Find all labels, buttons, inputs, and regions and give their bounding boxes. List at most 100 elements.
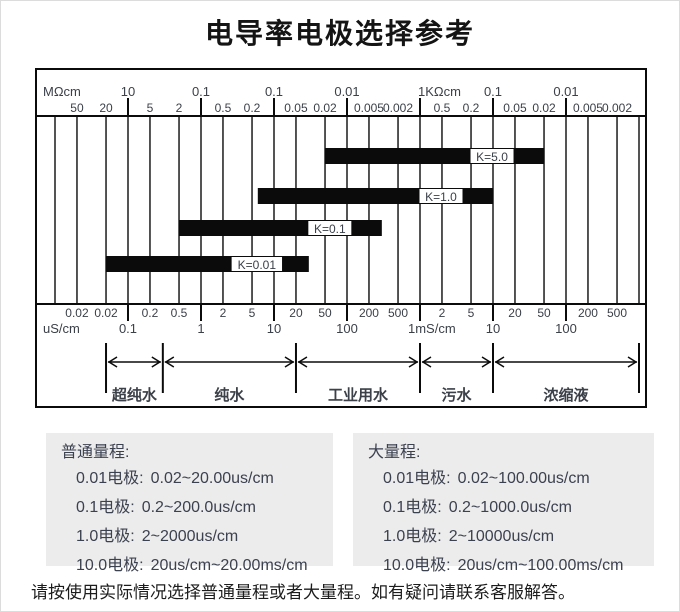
large-range-items: 0.01电极: 0.02~100.00us/cm 0.1电极: 0.2~1000.0u… (368, 464, 654, 580)
bottom-axis-minor-label: 50 (537, 306, 551, 320)
water-section-label: 浓缩液 (543, 386, 589, 404)
bottom-axis-unit-label: uS/cm (43, 321, 80, 336)
range-item: 1.0电极: 2~2000us/cm (76, 522, 333, 551)
range-item: 10.0电极: 20us/cm~100.00ms/cm (383, 551, 654, 580)
range-item-label: 0.1电极: (76, 499, 135, 516)
bottom-axis-major-label: 100 (555, 321, 577, 336)
range-item-value: 0.2~200.0us/cm (141, 499, 256, 516)
bottom-axis-minor-label: 0.02 (94, 306, 118, 320)
range-item-value: 0.2~1000.0us/cm (448, 499, 572, 516)
bottom-axis-major-label: 10 (267, 321, 281, 336)
arrow-right-icon (481, 356, 492, 368)
bottom-axis-minor-label: 200 (359, 306, 379, 320)
bottom-axis-minor-label: 2 (439, 306, 446, 320)
top-axis-minor-label: 0.02 (313, 101, 337, 115)
top-axis-minor-label: 0.02 (532, 101, 556, 115)
normal-range-title: 普通量程: (61, 444, 130, 461)
top-axis-major-label: 0.01 (334, 84, 359, 99)
range-item: 0.01电极: 0.02~100.00us/cm (383, 464, 654, 493)
range-item-value: 20us/cm~20.00ms/cm (150, 557, 308, 574)
range-item-value: 0.02~100.00us/cm (457, 470, 590, 487)
range-item: 10.0电极: 20us/cm~20.00ms/cm (76, 551, 333, 580)
range-item-label: 10.0电极: (76, 557, 144, 574)
top-axis-major-label: 0.1 (265, 84, 283, 99)
electrode-bar-label: K=1.0 (425, 190, 457, 204)
bottom-axis-minor-label: 500 (607, 306, 627, 320)
arrow-right-icon (627, 356, 638, 368)
top-axis-major-label: 10 (121, 84, 135, 99)
range-item-label: 0.01电极: (76, 470, 144, 487)
range-item-label: 1.0电极: (383, 528, 442, 545)
top-axis-minor-label: 0.002 (383, 101, 413, 115)
large-range-title: 大量程: (368, 444, 421, 461)
top-axis-minor-label: 50 (70, 101, 84, 115)
top-axis-minor-label: 0.005 (573, 101, 603, 115)
bottom-axis-minor-label: 500 (388, 306, 408, 320)
bottom-axis-major-label: 100 (336, 321, 358, 336)
page-title: 电导率电极选择参考 (204, 18, 475, 49)
bottom-axis-minor-label: 0.02 (65, 306, 89, 320)
range-item-label: 10.0电极: (383, 557, 451, 574)
bottom-axis-minor-label: 20 (508, 306, 522, 320)
bottom-axis-major-label: 0.1 (119, 321, 137, 336)
normal-range-panel: 普通量程: 0.01电极: 0.02~20.00us/cm 0.1电极: 0.2~20… (46, 433, 333, 574)
range-item: 0.1电极: 0.2~200.0us/cm (76, 493, 333, 522)
top-axis-minor-label: 0.05 (284, 101, 308, 115)
arrow-left-icon (421, 356, 432, 368)
water-section-label: 纯水 (214, 386, 245, 404)
electrode-bar-label: K=5.0 (476, 150, 508, 164)
top-axis-minor-label: 0.002 (602, 101, 632, 115)
range-item-value: 0.02~20.00us/cm (150, 470, 274, 487)
top-axis-minor-label: 0.2 (244, 101, 261, 115)
bottom-axis-major-label: 1 (197, 321, 204, 336)
top-axis-minor-label: 2 (176, 101, 183, 115)
bottom-axis-minor-label: 0.5 (171, 306, 188, 320)
bottom-axis-minor-label: 50 (318, 306, 332, 320)
bottom-axis-minor-label: 5 (249, 306, 256, 320)
water-section-label: 工业用水 (328, 386, 389, 404)
top-axis-unit-label: MΩcm (43, 84, 81, 99)
arrow-right-icon (284, 356, 295, 368)
arrow-right-icon (408, 356, 419, 368)
electrode-bar-label-bg (419, 189, 463, 203)
range-item-label: 0.01电极: (383, 470, 451, 487)
normal-range-items: 0.01电极: 0.02~20.00us/cm 0.1电极: 0.2~200.0us/… (61, 464, 333, 580)
water-section-label: 超纯水 (111, 386, 158, 404)
arrow-left-icon (164, 356, 175, 368)
bottom-axis-minor-label: 200 (578, 306, 598, 320)
range-item: 1.0电极: 2~10000us/cm (383, 522, 654, 551)
range-item-value: 2~10000us/cm (448, 528, 555, 545)
footer-note: 请按使用实际情况选择普通量程或者大量程。如有疑问请联系客服解答。 (31, 583, 575, 602)
bottom-axis-minor-label: 20 (289, 306, 303, 320)
range-item: 0.1电极: 0.2~1000.0us/cm (383, 493, 654, 522)
electrode-bar-label-bg (308, 221, 352, 235)
range-item-label: 1.0电极: (76, 528, 135, 545)
arrow-left-icon (107, 356, 118, 368)
top-axis-major-label: 0.1 (484, 84, 502, 99)
bottom-axis-minor-label: 5 (468, 306, 475, 320)
arrow-left-icon (297, 356, 308, 368)
arrow-left-icon (494, 356, 505, 368)
range-item-value: 20us/cm~100.00ms/cm (457, 557, 624, 574)
electrode-bar-label: K=0.01 (238, 258, 277, 272)
electrode-bar-label-bg (231, 257, 283, 271)
bottom-axis-minor-label: 0.2 (142, 306, 159, 320)
top-axis-minor-label: 0.05 (503, 101, 527, 115)
bottom-axis-major-label: 1mS/cm (408, 321, 456, 336)
large-range-panel: 大量程: 0.01电极: 0.02~100.00us/cm 0.1电极: 0.2~10… (353, 433, 654, 574)
arrow-right-icon (151, 356, 162, 368)
water-section-label: 污水 (441, 386, 472, 404)
electrode-bar-label: K=0.1 (314, 222, 346, 236)
top-axis-minor-label: 0.005 (354, 101, 384, 115)
electrode-bar (179, 220, 382, 236)
top-axis-major-label: 1KΩcm (418, 84, 461, 99)
top-axis-minor-label: 0.5 (215, 101, 232, 115)
electrode-bar-label-bg (470, 149, 514, 163)
top-axis-minor-label: 0.5 (434, 101, 451, 115)
top-axis-minor-label: 5 (147, 101, 154, 115)
range-item-label: 0.1电极: (383, 499, 442, 516)
top-axis-major-label: 0.01 (553, 84, 578, 99)
range-item-value: 2~2000us/cm (141, 528, 239, 545)
